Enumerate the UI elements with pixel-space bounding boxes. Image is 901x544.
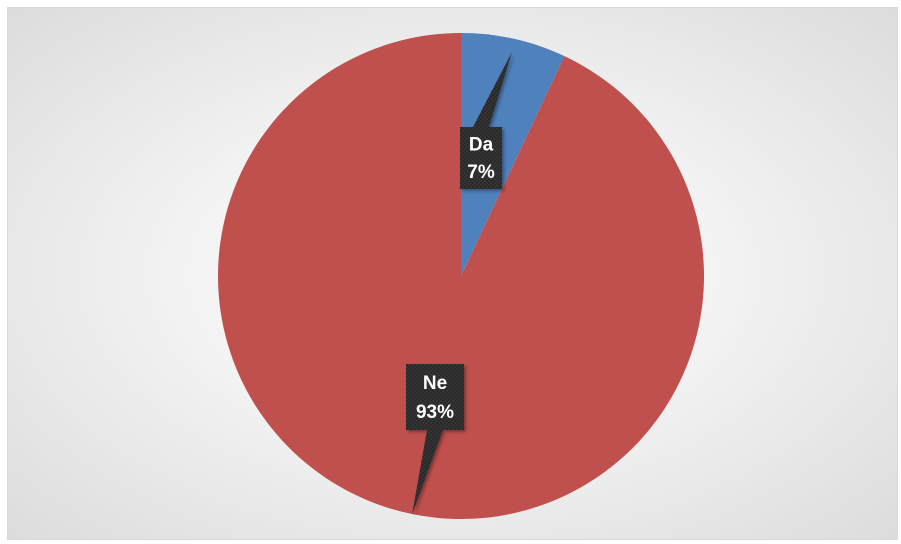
pie-slice-ne — [218, 33, 704, 520]
data-label-category: Ne — [423, 373, 447, 394]
data-label-category: Da — [469, 135, 494, 156]
callout-pointer — [412, 430, 443, 515]
data-label-percent: 7% — [467, 162, 495, 183]
callout-pointer — [473, 52, 512, 127]
data-label-ne: Ne 93% — [406, 364, 464, 515]
data-label-da: Da 7% — [460, 52, 512, 189]
pie-slice-da — [461, 33, 565, 276]
callout-box — [406, 364, 464, 430]
data-label-percent: 93% — [416, 402, 454, 423]
callout-box — [460, 127, 502, 189]
